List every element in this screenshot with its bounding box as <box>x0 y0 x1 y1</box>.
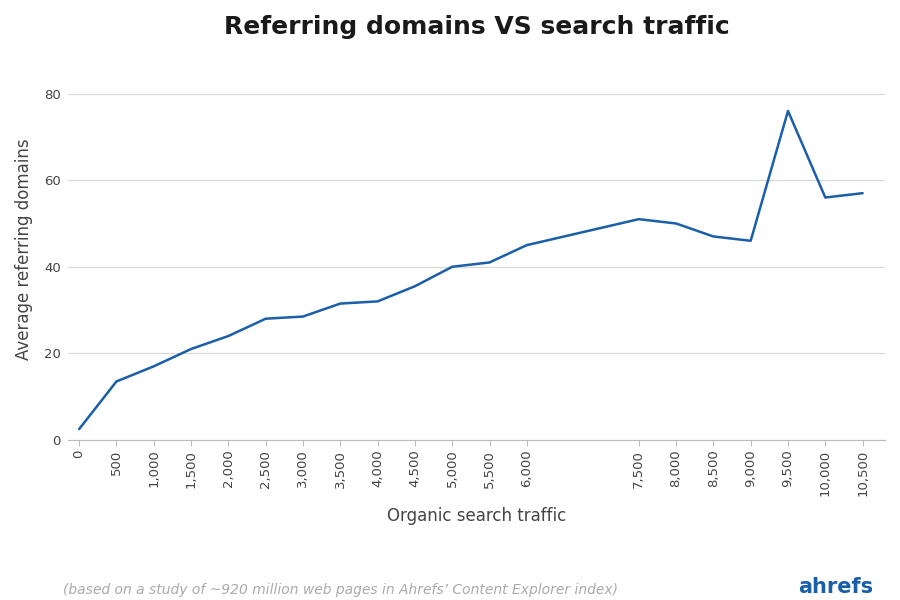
Title: Referring domains VS search traffic: Referring domains VS search traffic <box>223 15 729 39</box>
Y-axis label: Average referring domains: Average referring domains <box>15 139 33 360</box>
X-axis label: Organic search traffic: Organic search traffic <box>387 507 566 525</box>
Text: ahrefs: ahrefs <box>798 577 873 597</box>
Text: (based on a study of ~920 million web pages in Ahrefs’ Content Explorer index): (based on a study of ~920 million web pa… <box>63 583 618 597</box>
